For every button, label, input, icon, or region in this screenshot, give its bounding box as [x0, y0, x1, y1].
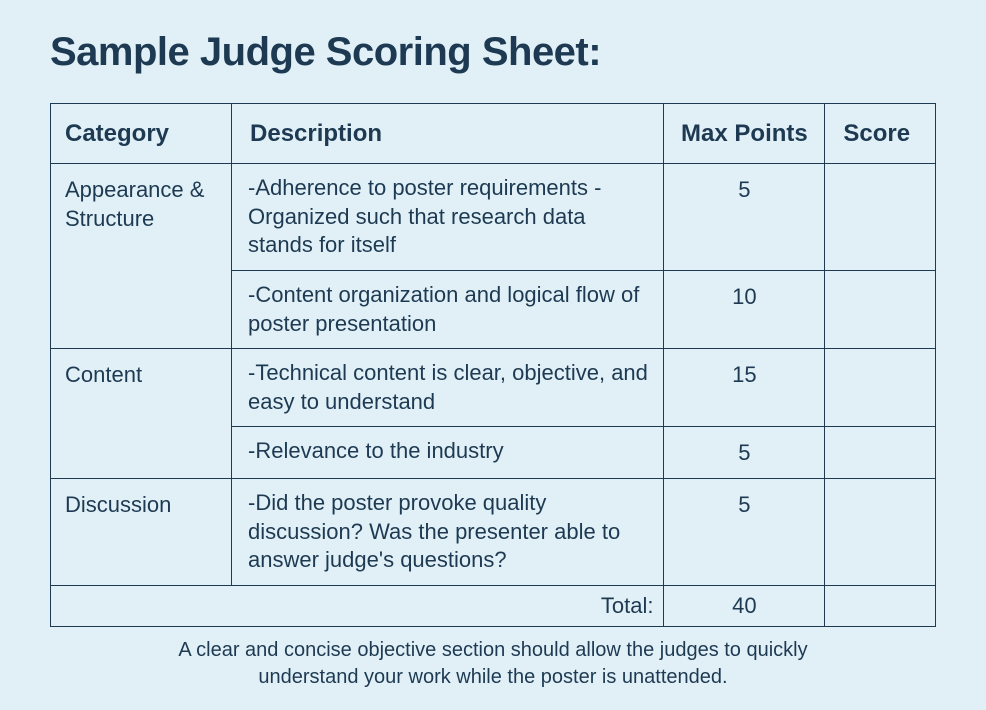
cell-max-points: 5 — [664, 427, 825, 479]
cell-category: Discussion — [51, 478, 232, 585]
scoring-table: Category Description Max Points Score Ap… — [50, 103, 936, 627]
cell-description: -Technical content is clear, objective, … — [232, 349, 664, 427]
cell-max-points: 5 — [664, 478, 825, 585]
cell-score — [825, 478, 936, 585]
page-title: Sample Judge Scoring Sheet: — [50, 30, 936, 75]
total-max-points: 40 — [664, 585, 825, 627]
cell-category: Appearance & Structure — [51, 164, 232, 349]
col-header-score: Score — [825, 104, 936, 164]
cell-description: -Relevance to the industry — [232, 427, 664, 479]
cell-score — [825, 349, 936, 427]
cell-description: -Content organization and logical flow o… — [232, 270, 664, 348]
cell-score — [825, 427, 936, 479]
col-header-description: Description — [232, 104, 664, 164]
cell-description: -Adherence to poster requirements -Organ… — [232, 164, 664, 271]
cell-max-points: 5 — [664, 164, 825, 271]
caption-text: A clear and concise objective section sh… — [50, 637, 936, 691]
col-header-category: Category — [51, 104, 232, 164]
col-header-max-points: Max Points — [664, 104, 825, 164]
total-label: Total: — [51, 585, 664, 627]
table-header-row: Category Description Max Points Score — [51, 104, 936, 164]
table-row: Appearance & Structure -Adherence to pos… — [51, 164, 936, 271]
cell-category: Content — [51, 349, 232, 479]
cell-max-points: 10 — [664, 270, 825, 348]
cell-max-points: 15 — [664, 349, 825, 427]
cell-description: -Did the poster provoke quality discussi… — [232, 478, 664, 585]
table-row: Content -Technical content is clear, obj… — [51, 349, 936, 427]
table-total-row: Total: 40 — [51, 585, 936, 627]
total-score — [825, 585, 936, 627]
cell-score — [825, 164, 936, 271]
cell-score — [825, 270, 936, 348]
table-row: Discussion -Did the poster provoke quali… — [51, 478, 936, 585]
